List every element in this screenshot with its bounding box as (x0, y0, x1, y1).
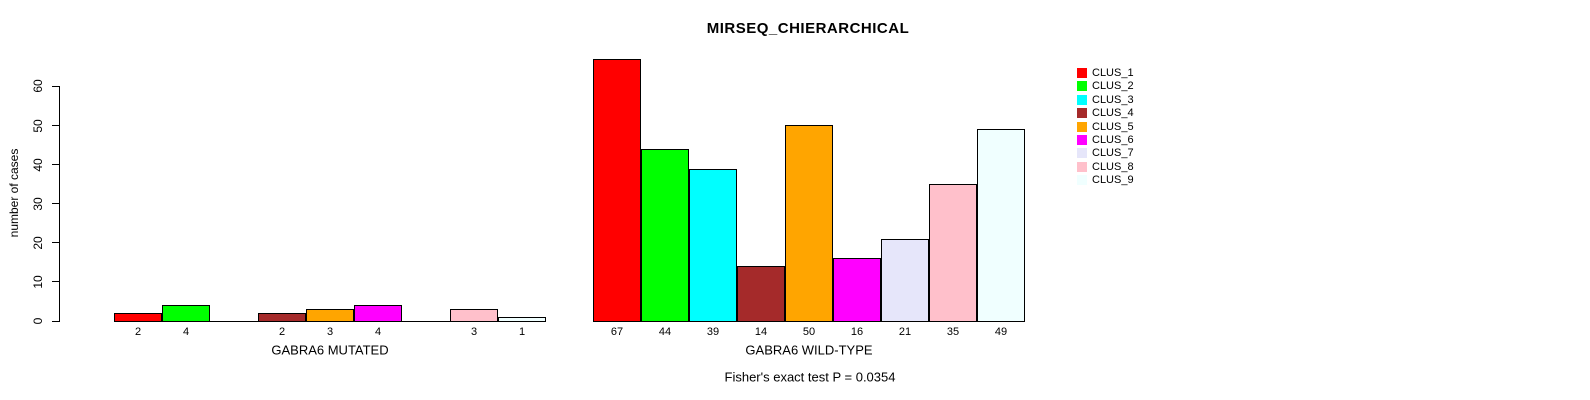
legend-label: CLUS_3 (1092, 93, 1134, 106)
bar-clus_5 (306, 309, 354, 322)
bar-clus_9 (498, 317, 546, 322)
y-tick-label: 0 (31, 317, 45, 325)
y-axis-line (59, 86, 60, 322)
bar-value-label: 16 (850, 326, 864, 338)
bar-clus_4 (737, 266, 785, 322)
bar-clus_8 (450, 309, 498, 322)
legend-label: CLUS_8 (1092, 160, 1134, 173)
legend-row: CLUS_9 (1077, 174, 1134, 186)
legend-label: CLUS_7 (1092, 147, 1134, 160)
legend-label: CLUS_6 (1092, 134, 1134, 146)
bar-value-label: 35 (946, 326, 960, 338)
y-tick-label: 30 (31, 197, 45, 211)
legend-swatch-icon (1077, 81, 1087, 92)
legend-label: CLUS_9 (1092, 174, 1134, 187)
legend-row: CLUS_7 (1077, 147, 1134, 159)
y-tick-mark (52, 164, 59, 166)
legend-swatch-icon (1077, 148, 1087, 159)
legend-swatch-icon (1077, 161, 1087, 172)
legend-label: CLUS_2 (1092, 80, 1134, 93)
bar-value-label: 2 (278, 326, 286, 338)
bar-value-label: 3 (326, 326, 334, 338)
legend-label: CLUS_1 (1092, 67, 1134, 79)
legend-swatch-icon (1077, 135, 1087, 145)
bar-clus_3 (689, 169, 737, 322)
bar-value-label: 67 (610, 326, 624, 338)
fisher-test-annotation: Fisher's exact test P = 0.0354 (724, 369, 896, 385)
bar-value-label: 4 (374, 326, 382, 338)
y-tick-label: 50 (31, 118, 45, 133)
legend-row: CLUS_5 (1077, 121, 1134, 133)
bar-value-label: 39 (706, 326, 720, 338)
bar-value-label: 21 (898, 326, 912, 338)
bar-value-label: 49 (994, 326, 1008, 338)
y-tick-label: 60 (31, 79, 45, 94)
legend-row: CLUS_3 (1077, 94, 1134, 106)
y-tick-mark (52, 320, 59, 322)
bar-clus_7 (881, 239, 929, 322)
y-tick-label: 20 (31, 236, 45, 250)
legend-row: CLUS_1 (1077, 67, 1134, 79)
bar-clus_8 (929, 184, 977, 322)
bar-value-label: 14 (754, 326, 768, 338)
bar-clus_2 (641, 149, 689, 322)
legend-label: CLUS_4 (1092, 107, 1134, 120)
bar-value-label: 4 (182, 326, 190, 338)
legend-swatch-icon (1077, 121, 1087, 132)
bar-clus_5 (785, 125, 833, 322)
bar-clus_1 (114, 313, 162, 322)
y-tick-mark (52, 125, 59, 126)
y-tick-mark (52, 281, 59, 283)
bar-clus_2 (162, 305, 210, 322)
bar-value-label: 50 (802, 326, 816, 338)
bar-zero-clus_3 (210, 321, 258, 322)
legend-label: CLUS_5 (1092, 120, 1134, 133)
bar-zero-clus_7 (402, 321, 450, 322)
bar-clus_6 (833, 258, 881, 322)
y-tick-label: 40 (31, 157, 45, 172)
y-tick-mark (52, 242, 59, 244)
y-tick-mark (52, 85, 59, 87)
bar-value-label: 3 (470, 326, 478, 338)
chart-title: MIRSEQ_CHIERARCHICAL (706, 20, 910, 37)
bar-value-label: 44 (658, 326, 672, 338)
y-tick-mark (52, 203, 59, 205)
bar-clus_9 (977, 129, 1025, 322)
legend-swatch-icon (1077, 175, 1087, 186)
bar-clus_4 (258, 313, 306, 322)
legend-swatch-icon (1077, 68, 1087, 78)
bar-value-label: 2 (134, 326, 142, 338)
x-group-label-mutated: GABRA6 MUTATED (271, 342, 389, 358)
legend-row: CLUS_2 (1077, 80, 1134, 92)
legend-swatch-icon (1077, 94, 1087, 105)
bar-clus_6 (354, 305, 402, 322)
legend-row: CLUS_4 (1077, 107, 1134, 119)
bar-clus_1 (593, 59, 641, 322)
legend-row: CLUS_6 (1077, 134, 1134, 146)
y-tick-label: 10 (31, 275, 45, 289)
x-group-label-wildtype: GABRA6 WILD-TYPE (745, 342, 873, 358)
legend-row: CLUS_8 (1077, 161, 1134, 173)
bar-value-label: 1 (518, 326, 526, 338)
legend-swatch-icon (1077, 108, 1087, 119)
y-axis-title: number of cases (7, 148, 21, 238)
